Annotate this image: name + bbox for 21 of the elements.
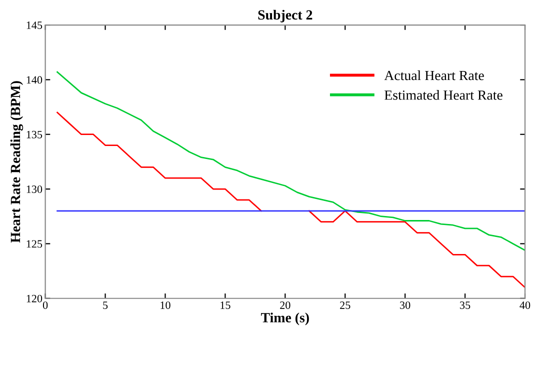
y-tick-label: 145 (26, 22, 42, 29)
y-tick-label: 135 (26, 130, 42, 138)
x-tick-label: 20 (280, 301, 290, 309)
y-axis-title: Heart Rate Reading (BPM) (10, 81, 24, 243)
x-tick-label: 15 (220, 302, 230, 309)
x-tick-label: 30 (400, 301, 410, 309)
x-axis-title: Time (s) (261, 312, 309, 326)
x-tick-label: 10 (160, 301, 170, 309)
legend-label: Actual Heart Rate (384, 70, 484, 80)
x-tick-label: 35 (460, 302, 470, 309)
y-tick-label: 125 (26, 240, 42, 248)
x-tick-label: 5 (103, 302, 108, 309)
x-tick-label: 40 (520, 301, 530, 309)
x-tick-label: 25 (340, 302, 350, 309)
y-tick-label: 130 (26, 186, 42, 193)
x-tick-label: 0 (42, 301, 48, 309)
y-tick-label: 120 (26, 294, 42, 302)
line-series (56, 71, 526, 251)
legend-label: Estimated Heart Rate (384, 90, 502, 100)
y-tick-label: 140 (26, 76, 42, 84)
chart-title: Subject 2 (258, 10, 312, 22)
